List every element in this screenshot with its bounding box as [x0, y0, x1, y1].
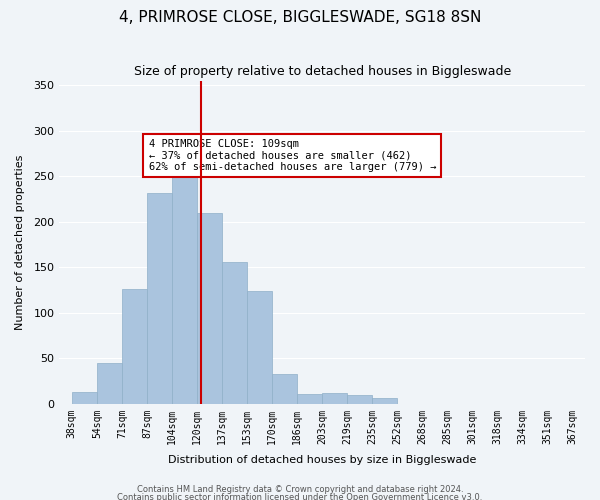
Bar [322, 393, 347, 404]
Bar [97, 363, 122, 404]
Bar [72, 392, 97, 404]
Bar [297, 394, 322, 404]
Bar [272, 374, 297, 404]
Bar [122, 289, 147, 404]
Bar [372, 398, 397, 404]
Bar [222, 262, 247, 404]
Bar [197, 214, 222, 404]
X-axis label: Distribution of detached houses by size in Biggleswade: Distribution of detached houses by size … [168, 455, 476, 465]
Text: 4, PRIMROSE CLOSE, BIGGLESWADE, SG18 8SN: 4, PRIMROSE CLOSE, BIGGLESWADE, SG18 8SN [119, 10, 481, 25]
Bar [172, 148, 197, 404]
Bar [247, 291, 272, 404]
Y-axis label: Number of detached properties: Number of detached properties [15, 154, 25, 330]
Bar [347, 394, 372, 404]
Text: Contains public sector information licensed under the Open Government Licence v3: Contains public sector information licen… [118, 492, 482, 500]
Bar [147, 194, 172, 404]
Text: 4 PRIMROSE CLOSE: 109sqm
← 37% of detached houses are smaller (462)
62% of semi-: 4 PRIMROSE CLOSE: 109sqm ← 37% of detach… [149, 138, 436, 172]
Title: Size of property relative to detached houses in Biggleswade: Size of property relative to detached ho… [134, 65, 511, 78]
Text: Contains HM Land Registry data © Crown copyright and database right 2024.: Contains HM Land Registry data © Crown c… [137, 486, 463, 494]
